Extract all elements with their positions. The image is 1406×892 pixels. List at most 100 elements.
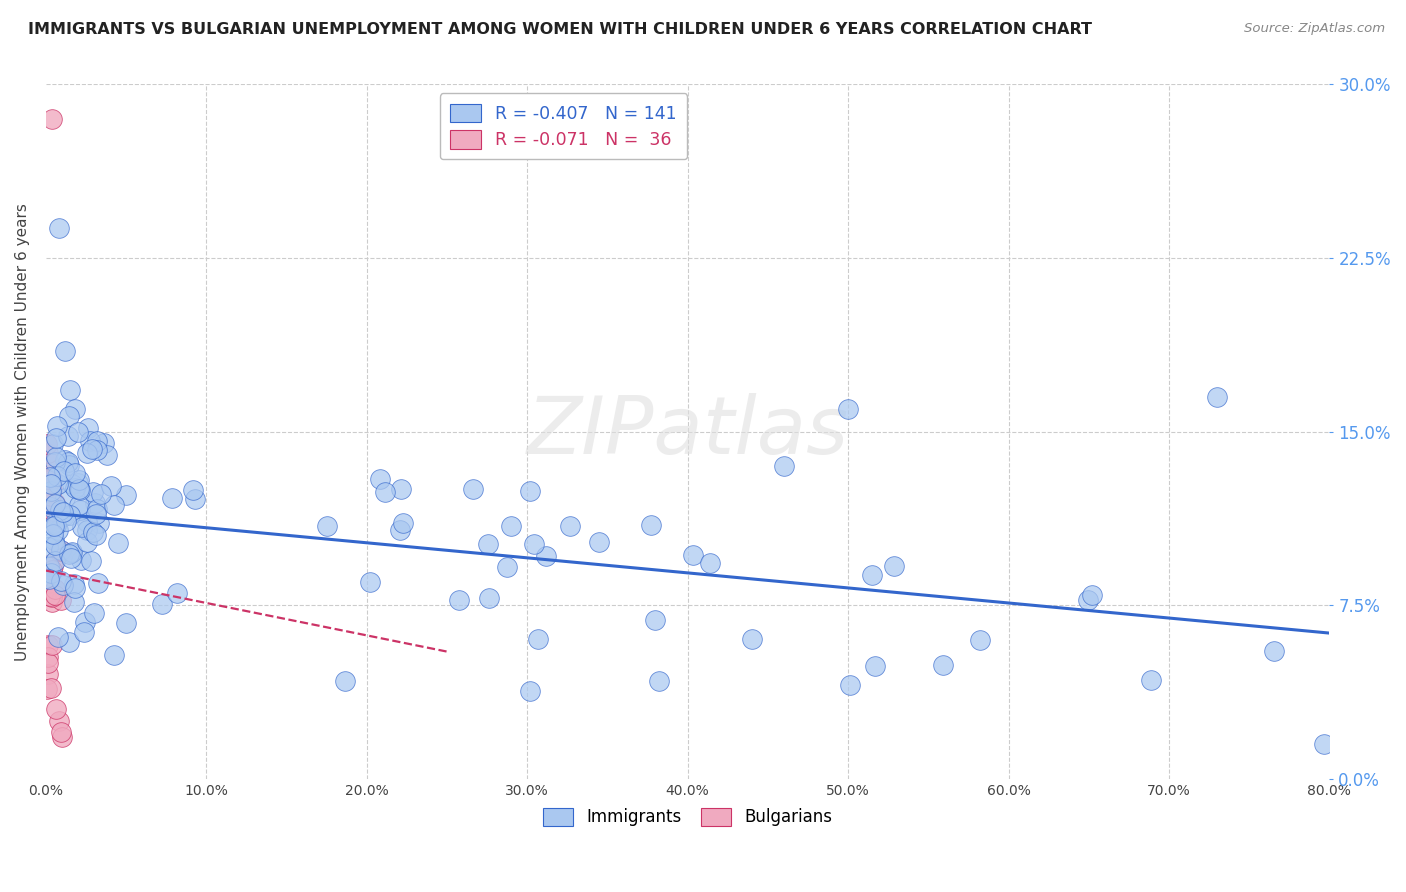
Point bbox=[82, 485, 104, 500]
Point bbox=[839, 678, 862, 692]
Point bbox=[86, 502, 108, 516]
Point bbox=[45, 702, 67, 716]
Point bbox=[478, 591, 501, 605]
Point bbox=[392, 516, 415, 531]
Point bbox=[39, 514, 62, 528]
Point bbox=[44, 495, 66, 509]
Point bbox=[107, 536, 129, 550]
Point bbox=[1263, 644, 1285, 658]
Point bbox=[51, 731, 73, 745]
Point bbox=[56, 429, 79, 443]
Point bbox=[67, 425, 90, 439]
Point bbox=[52, 578, 75, 592]
Point bbox=[38, 558, 60, 573]
Point bbox=[883, 559, 905, 574]
Point bbox=[37, 453, 59, 467]
Point bbox=[70, 520, 93, 534]
Point bbox=[42, 526, 65, 541]
Y-axis label: Unemployment Among Women with Children Under 6 years: Unemployment Among Women with Children U… bbox=[15, 202, 30, 661]
Point bbox=[60, 476, 83, 491]
Point bbox=[48, 502, 70, 516]
Point bbox=[860, 568, 883, 582]
Point bbox=[59, 383, 82, 397]
Point bbox=[45, 517, 67, 532]
Point bbox=[80, 442, 103, 457]
Point bbox=[52, 505, 75, 519]
Point bbox=[103, 648, 125, 663]
Point bbox=[93, 436, 115, 450]
Point bbox=[103, 498, 125, 512]
Point bbox=[63, 401, 86, 416]
Point bbox=[534, 549, 557, 564]
Point bbox=[53, 453, 76, 467]
Point bbox=[1081, 588, 1104, 602]
Point bbox=[41, 595, 63, 609]
Point bbox=[59, 508, 82, 522]
Point bbox=[1206, 390, 1229, 404]
Point bbox=[527, 632, 550, 646]
Point bbox=[86, 507, 108, 521]
Point bbox=[837, 401, 859, 416]
Point bbox=[90, 487, 112, 501]
Point bbox=[46, 523, 69, 537]
Point bbox=[1077, 593, 1099, 607]
Point bbox=[477, 537, 499, 551]
Point bbox=[35, 558, 58, 572]
Point bbox=[53, 491, 76, 505]
Point bbox=[181, 483, 204, 497]
Point bbox=[39, 500, 62, 514]
Point bbox=[49, 574, 72, 589]
Point bbox=[41, 112, 63, 127]
Point bbox=[640, 517, 662, 532]
Point bbox=[374, 485, 396, 500]
Point bbox=[76, 446, 98, 460]
Point bbox=[160, 491, 183, 505]
Point bbox=[41, 638, 63, 652]
Point bbox=[150, 597, 173, 611]
Point bbox=[42, 436, 65, 450]
Point bbox=[69, 503, 91, 517]
Point bbox=[863, 659, 886, 673]
Point bbox=[48, 544, 70, 558]
Point bbox=[463, 483, 485, 497]
Point bbox=[44, 533, 66, 547]
Point bbox=[58, 635, 80, 649]
Point bbox=[48, 631, 70, 645]
Point bbox=[77, 420, 100, 434]
Point bbox=[35, 571, 58, 585]
Point bbox=[96, 448, 118, 462]
Text: Source: ZipAtlas.com: Source: ZipAtlas.com bbox=[1244, 22, 1385, 36]
Point bbox=[699, 556, 721, 570]
Point bbox=[41, 483, 63, 498]
Point bbox=[388, 523, 411, 537]
Point bbox=[682, 548, 704, 562]
Point bbox=[63, 576, 86, 591]
Point bbox=[115, 615, 138, 630]
Point bbox=[58, 547, 80, 561]
Point bbox=[37, 666, 59, 681]
Point bbox=[741, 632, 763, 646]
Point bbox=[41, 681, 63, 696]
Point bbox=[76, 523, 98, 537]
Point bbox=[39, 589, 62, 603]
Point bbox=[86, 434, 108, 448]
Point bbox=[37, 656, 59, 670]
Point bbox=[84, 527, 107, 541]
Point bbox=[37, 638, 59, 652]
Point bbox=[37, 472, 59, 486]
Point bbox=[44, 554, 66, 568]
Point bbox=[86, 443, 108, 458]
Point bbox=[60, 545, 83, 559]
Point bbox=[79, 434, 101, 448]
Point bbox=[391, 482, 413, 496]
Point bbox=[37, 682, 59, 697]
Point bbox=[44, 538, 66, 552]
Point bbox=[49, 724, 72, 739]
Point bbox=[39, 566, 62, 581]
Point bbox=[48, 714, 70, 728]
Point bbox=[969, 633, 991, 648]
Point bbox=[41, 590, 63, 604]
Point bbox=[46, 476, 69, 491]
Point bbox=[76, 516, 98, 530]
Point bbox=[55, 514, 77, 528]
